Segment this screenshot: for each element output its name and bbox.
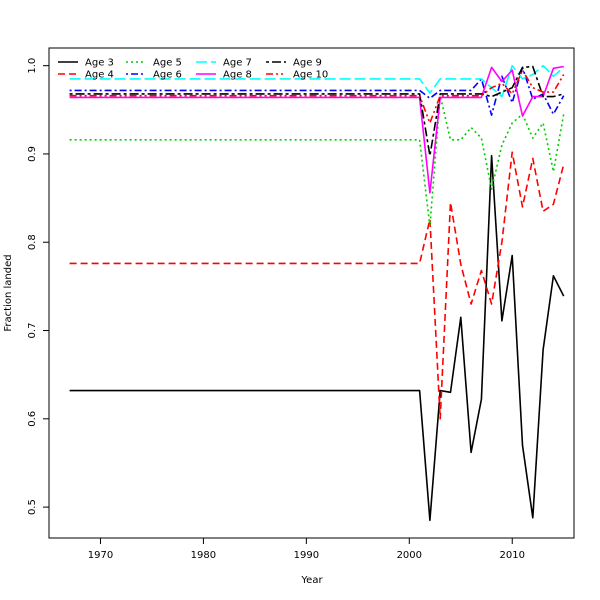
- series-line-age-5: [69, 94, 565, 228]
- legend-label-age-4: Age 4: [85, 70, 114, 81]
- legend-label-age-3: Age 3: [85, 58, 114, 69]
- series-line-age-9: [69, 65, 564, 157]
- series-line-age-7: [69, 64, 565, 98]
- series-line-age-8: [69, 65, 564, 194]
- y-axis-title: Fraction landed: [3, 254, 14, 331]
- y-tick-label: 0.5: [27, 499, 38, 515]
- y-tick-label: 1.0: [27, 58, 38, 74]
- series-layer: [69, 64, 565, 522]
- x-tick-label: 1980: [191, 550, 216, 561]
- legend-label-age-10: Age 10: [293, 70, 328, 81]
- legend-label-age-6: Age 6: [153, 70, 182, 81]
- x-axis-title: Year: [300, 575, 323, 586]
- series-line-age-6: [69, 66, 565, 116]
- plot-frame: [48, 47, 575, 539]
- x-tick-label: 1970: [88, 550, 113, 561]
- y-tick-label: 0.8: [27, 234, 38, 250]
- x-axis: 1970 1980 1990 2000 2010: [88, 538, 525, 561]
- legend-label-age-7: Age 7: [223, 58, 252, 69]
- series-line-age-4: [69, 151, 565, 420]
- y-tick-label: 0.6: [27, 411, 38, 427]
- x-tick-label: 1990: [294, 550, 319, 561]
- x-tick-label: 2000: [397, 550, 422, 561]
- series-line-age-10: [69, 69, 565, 124]
- series-line-age-3: [69, 154, 565, 522]
- x-tick-label: 2010: [500, 550, 525, 561]
- y-axis: 0.5 0.6 0.7 0.8 0.9 1.0: [27, 58, 49, 515]
- y-tick-label: 0.9: [27, 146, 38, 162]
- legend-label-age-9: Age 9: [293, 58, 322, 69]
- legend-label-age-5: Age 5: [153, 58, 182, 69]
- legend-label-age-8: Age 8: [223, 70, 252, 81]
- y-tick-label: 0.7: [27, 323, 38, 339]
